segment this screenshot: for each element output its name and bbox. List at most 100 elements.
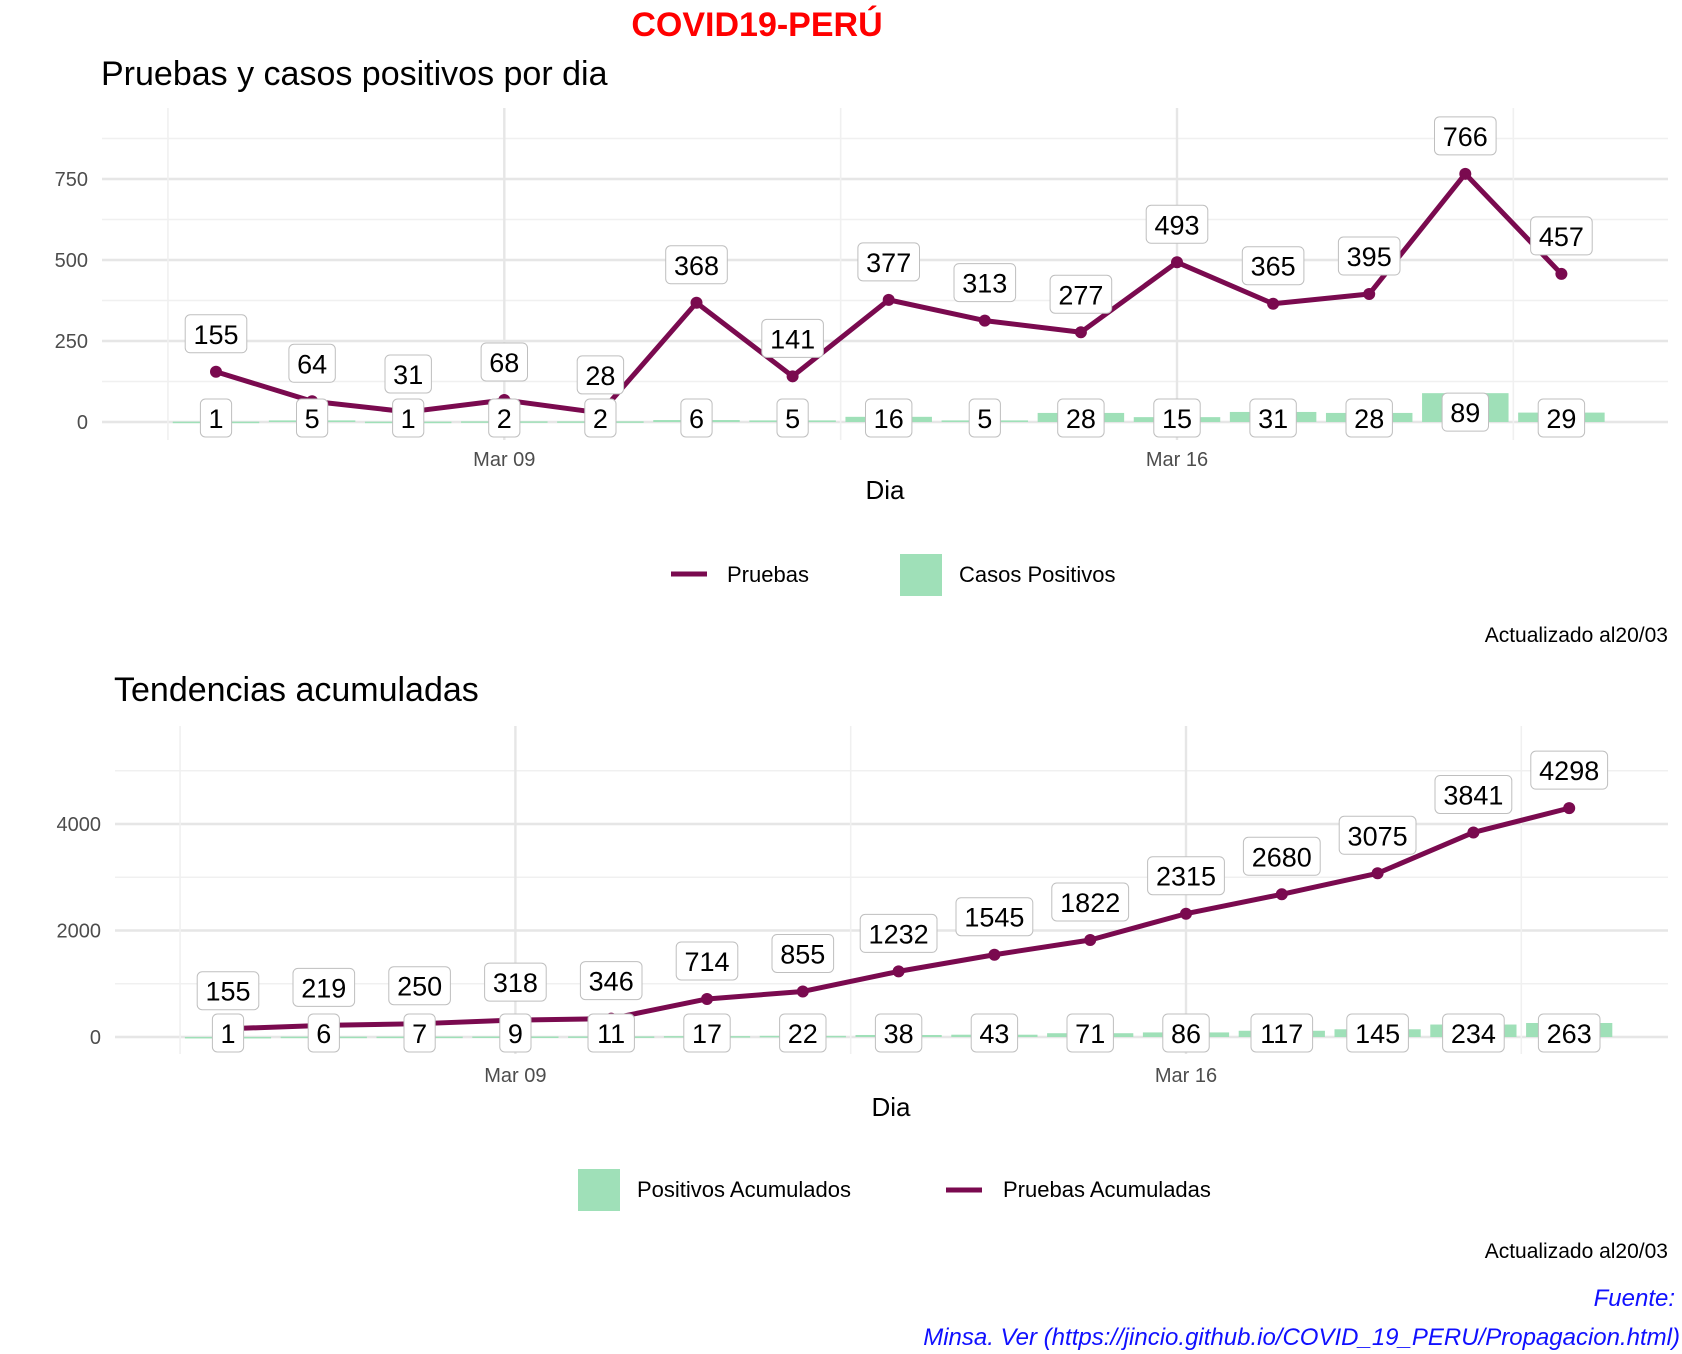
data-label: 277 — [1049, 274, 1113, 314]
data-label: 5 — [968, 398, 1001, 438]
legend-label-positivos-acumulados: Positivos Acumulados — [637, 1177, 851, 1202]
svg-text:313: 313 — [962, 269, 1007, 299]
svg-text:318: 318 — [493, 968, 538, 998]
data-label: 9 — [499, 1013, 532, 1053]
line-point — [786, 370, 799, 383]
data-label: 1545 — [955, 897, 1034, 937]
data-label: 2315 — [1147, 856, 1225, 896]
svg-text:155: 155 — [205, 977, 250, 1007]
data-label: 250 — [388, 966, 451, 1006]
svg-text:377: 377 — [866, 248, 911, 278]
svg-text:2: 2 — [593, 404, 608, 434]
data-label: 86 — [1162, 1013, 1210, 1053]
line-point — [796, 985, 809, 998]
data-label: 145 — [1346, 1013, 1409, 1053]
svg-text:145: 145 — [1355, 1019, 1400, 1049]
cumulative-caption: Actualizado al20/03 — [1485, 1240, 1668, 1263]
data-label: 1232 — [859, 913, 938, 953]
svg-text:89: 89 — [1450, 398, 1480, 428]
svg-text:4298: 4298 — [1539, 756, 1599, 786]
daily-y-ticks: 0 250 500 750 — [55, 169, 88, 434]
data-label: 313 — [953, 263, 1017, 303]
legend-swatch-positivos-acumulados — [578, 1169, 620, 1211]
svg-text:3075: 3075 — [1348, 821, 1408, 851]
data-label: 318 — [484, 962, 547, 1002]
svg-text:16: 16 — [874, 404, 904, 434]
data-label: 28 — [1057, 398, 1105, 438]
data-label: 493 — [1145, 204, 1209, 244]
svg-text:1: 1 — [208, 404, 223, 434]
data-label: 31 — [384, 354, 432, 394]
data-label: 3075 — [1338, 815, 1417, 855]
data-label: 1 — [199, 398, 233, 438]
svg-text:5: 5 — [305, 404, 320, 434]
svg-text:7: 7 — [412, 1019, 427, 1049]
svg-text:28: 28 — [1354, 404, 1384, 434]
y-tick-label: 0 — [90, 1027, 101, 1049]
legend-swatch-casos-positivos — [900, 554, 942, 596]
data-label: 234 — [1442, 1013, 1505, 1053]
data-label: 64 — [288, 343, 336, 383]
svg-text:155: 155 — [193, 320, 238, 350]
svg-text:250: 250 — [397, 972, 442, 1002]
svg-text:6: 6 — [689, 404, 704, 434]
data-label: 11 — [587, 1013, 635, 1053]
svg-text:9: 9 — [508, 1019, 523, 1049]
y-tick-label: 0 — [77, 412, 88, 434]
svg-text:1: 1 — [401, 404, 416, 434]
svg-text:365: 365 — [1251, 252, 1296, 282]
svg-text:43: 43 — [979, 1019, 1009, 1049]
svg-text:234: 234 — [1451, 1019, 1496, 1049]
cumulative-panel-title: Tendencias acumuladas — [114, 671, 479, 709]
line-point — [1467, 826, 1480, 839]
svg-text:31: 31 — [393, 360, 423, 390]
svg-text:29: 29 — [1546, 404, 1576, 434]
svg-text:1822: 1822 — [1060, 888, 1120, 918]
cumulative-x-axis-label: Dia — [871, 1092, 911, 1122]
svg-text:141: 141 — [770, 324, 815, 354]
svg-text:219: 219 — [301, 973, 346, 1003]
daily-x-axis-label: Dia — [865, 475, 905, 505]
data-label: 89 — [1441, 392, 1489, 432]
line-point — [1275, 888, 1288, 901]
data-label: 4298 — [1530, 750, 1609, 790]
data-label: 117 — [1250, 1013, 1314, 1053]
svg-text:493: 493 — [1154, 210, 1199, 240]
data-label: 766 — [1434, 116, 1497, 156]
data-label: 1 — [392, 398, 425, 438]
data-label: 68 — [480, 342, 529, 382]
svg-text:766: 766 — [1443, 122, 1488, 152]
line-point — [1084, 933, 1097, 946]
svg-text:86: 86 — [1171, 1019, 1201, 1049]
svg-text:2: 2 — [497, 404, 512, 434]
data-label: 43 — [970, 1013, 1019, 1053]
data-label: 1 — [211, 1013, 245, 1053]
svg-text:368: 368 — [674, 251, 719, 281]
data-label: 17 — [683, 1013, 731, 1053]
svg-text:346: 346 — [589, 967, 634, 997]
svg-text:714: 714 — [684, 947, 729, 977]
line-point — [1363, 288, 1376, 301]
legend-label-pruebas: Pruebas — [727, 562, 809, 587]
x-tick-label: Mar 16 — [1155, 1065, 1217, 1087]
source-line-2: Minsa. Ver (https://jincio.github.io/COV… — [923, 1324, 1680, 1351]
y-tick-label: 500 — [55, 250, 88, 272]
svg-text:68: 68 — [489, 348, 519, 378]
data-label: 2 — [584, 398, 617, 438]
data-label: 29 — [1537, 398, 1586, 438]
data-label: 141 — [761, 318, 824, 358]
svg-text:1545: 1545 — [964, 903, 1024, 933]
data-label: 31 — [1249, 398, 1297, 438]
svg-text:11: 11 — [597, 1019, 625, 1049]
line-point — [1267, 297, 1280, 310]
line-point — [1074, 326, 1087, 339]
data-label: 71 — [1066, 1013, 1114, 1053]
svg-text:1: 1 — [220, 1019, 235, 1049]
data-label: 1822 — [1051, 882, 1130, 922]
data-label: 2 — [488, 398, 521, 438]
line-point — [1459, 167, 1472, 180]
data-label: 16 — [865, 398, 913, 438]
